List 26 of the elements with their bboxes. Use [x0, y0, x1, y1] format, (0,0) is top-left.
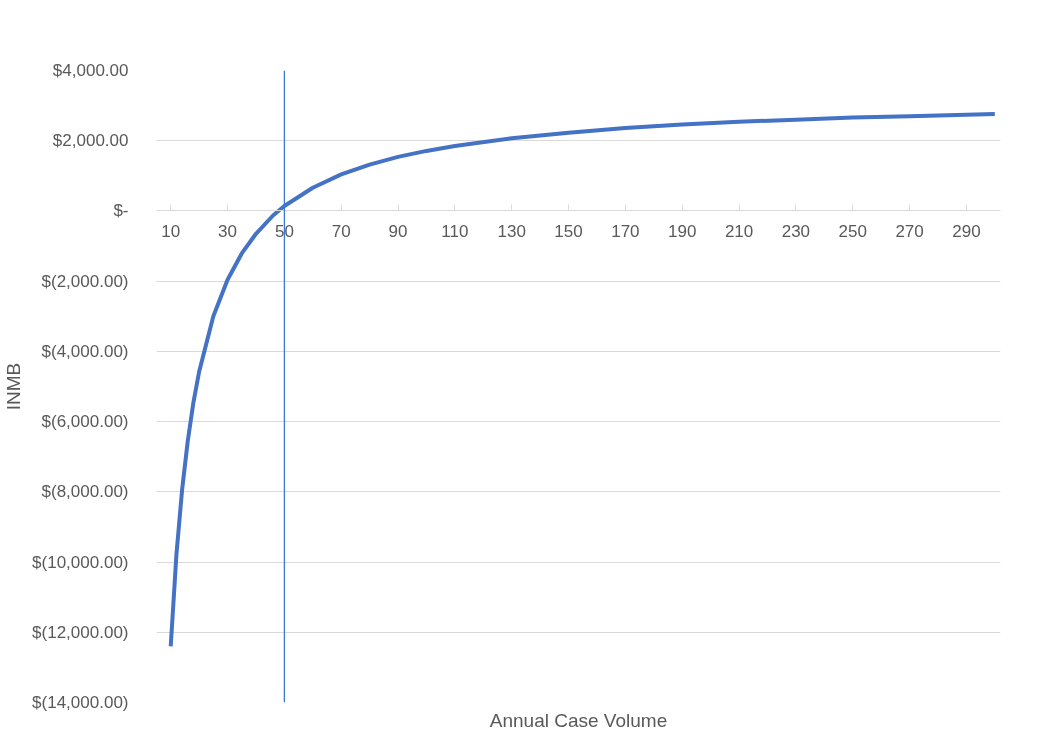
y-tick-label: $4,000.00: [52, 61, 129, 80]
x-tick-label: 150: [554, 221, 583, 241]
x-tick-label: 270: [895, 221, 924, 241]
y-axis-title: INMB: [3, 362, 25, 411]
x-tick-label: 130: [497, 221, 526, 241]
y-tick-label: $(8,000.00): [41, 482, 129, 502]
x-axis-title: Annual Case Volume: [489, 709, 668, 731]
y-tick-label: $-: [113, 201, 129, 221]
x-tick-label: 90: [388, 221, 408, 241]
y-tick-label: $(10,000.00): [32, 552, 129, 572]
y-tick-label: $(4,000.00): [41, 341, 129, 361]
x-tick-label: 70: [331, 221, 351, 241]
x-tick-label: 10: [161, 221, 181, 241]
y-tick-label: $(14,000.00): [32, 693, 129, 712]
y-tick-label: $(12,000.00): [32, 622, 129, 642]
x-tick-label: 110: [441, 221, 469, 241]
x-tick-label: 170: [611, 221, 640, 241]
y-tick-label: $(2,000.00): [41, 271, 129, 291]
x-tick-label: 250: [838, 221, 867, 241]
y-tick-label: $(6,000.00): [41, 412, 129, 432]
x-tick-label: 190: [668, 221, 697, 241]
y-tick-label: $2,000.00: [52, 131, 129, 151]
x-tick-label: 210: [724, 221, 754, 241]
x-tick-label: 290: [952, 221, 981, 241]
x-tick-label: 30: [218, 221, 238, 241]
x-tick-label: 230: [781, 221, 811, 241]
